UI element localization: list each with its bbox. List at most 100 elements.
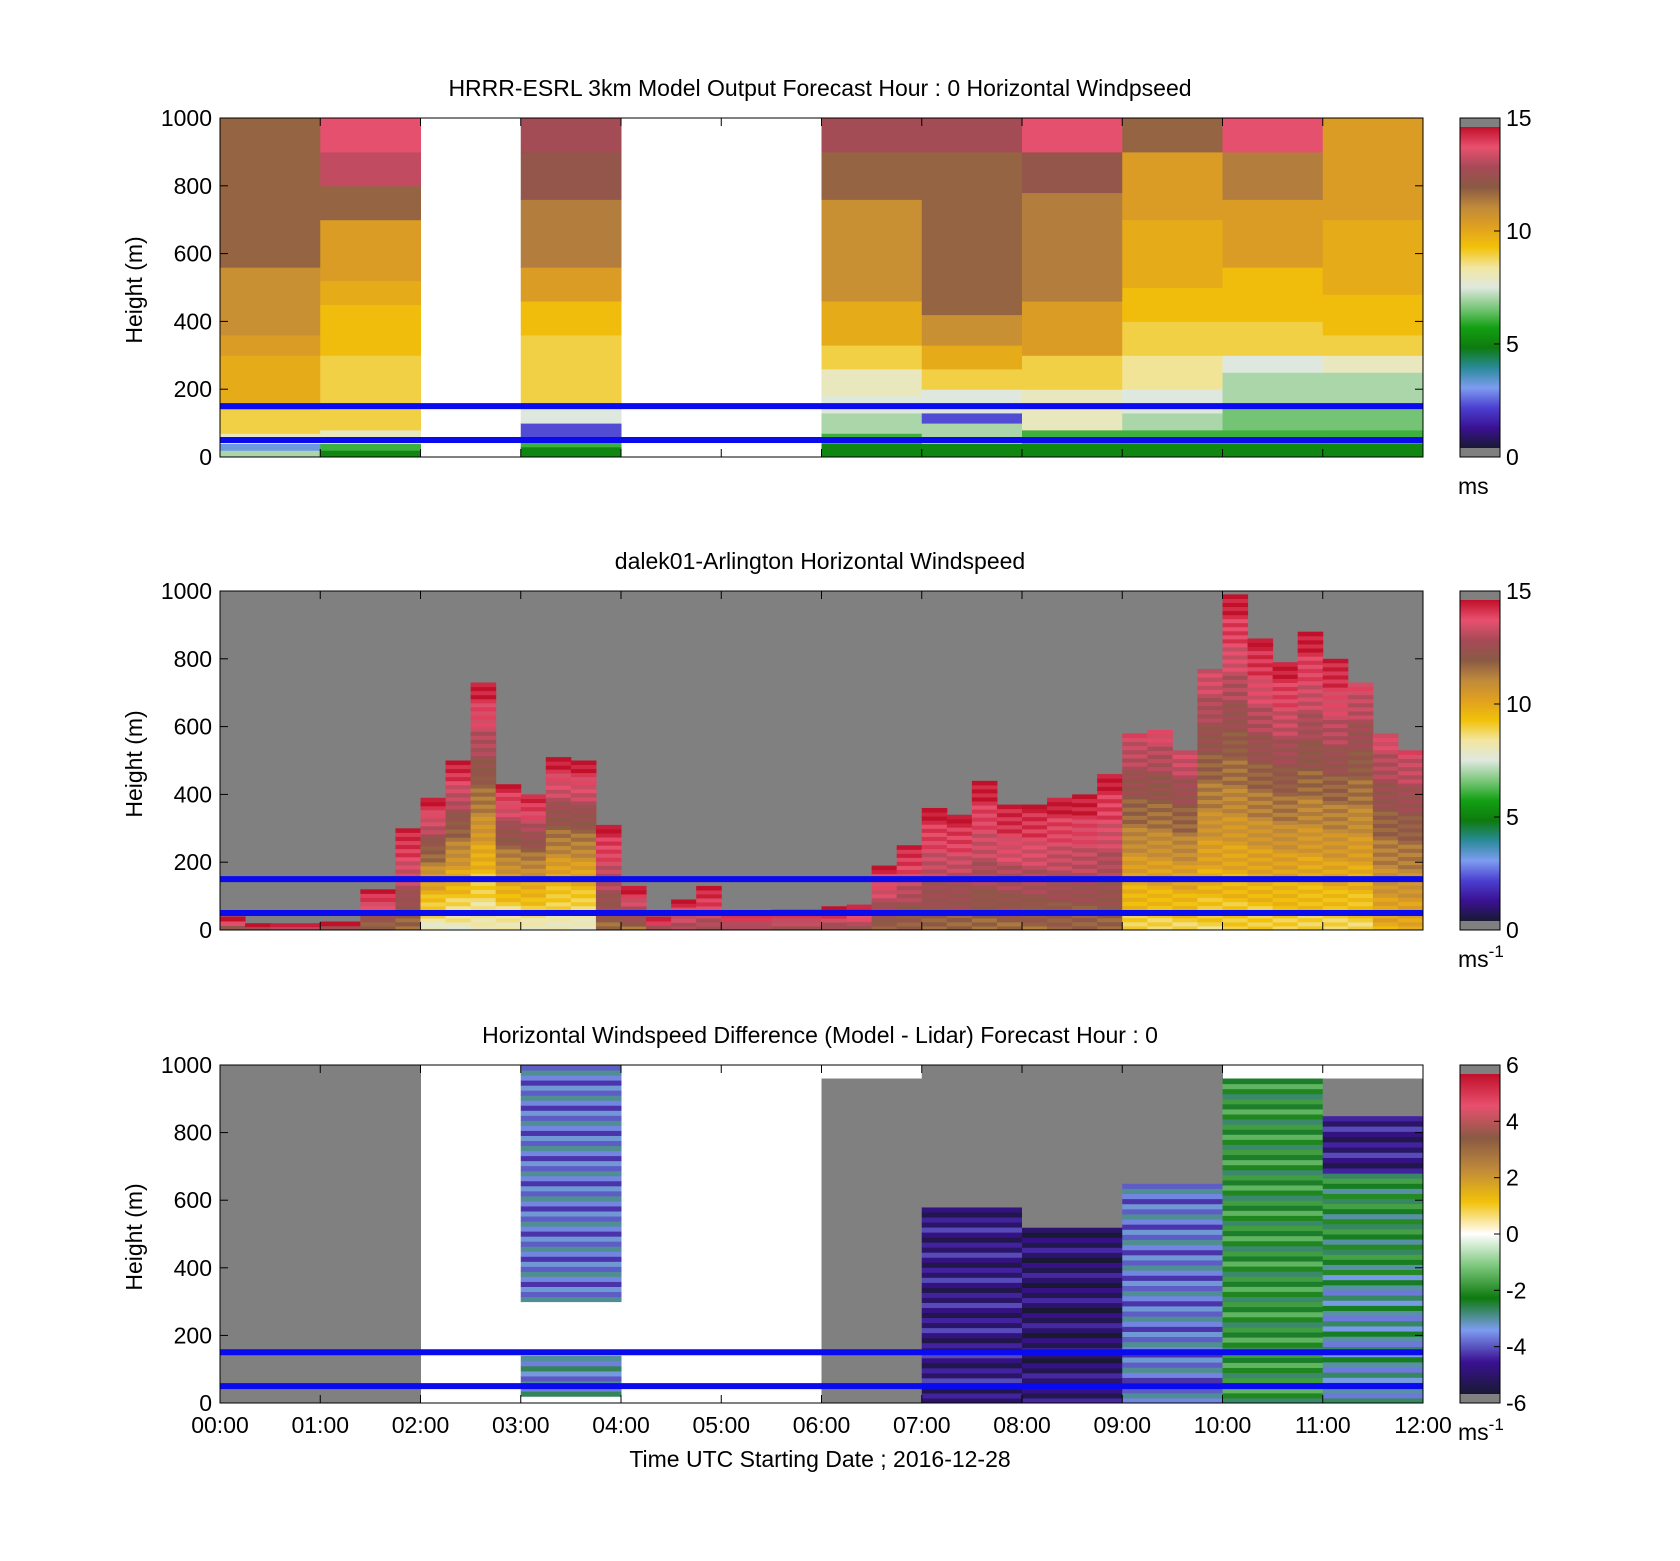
heatmap-cell [1197,709,1223,715]
colorbar-missing-swatch [1460,591,1500,600]
heatmap-cell [1347,690,1374,696]
heatmap-cell [520,1276,622,1282]
heatmap-cell [595,841,622,846]
heatmap-cell [1322,869,1349,874]
heatmap-cell [1297,905,1324,911]
heatmap-cell [1297,901,1324,906]
heatmap-cell [996,873,1023,878]
heatmap-cell [1247,743,1274,749]
heatmap-cell [1322,1136,1424,1143]
heatmap-cell [1147,868,1173,874]
heatmap-cell [545,825,572,830]
heatmap-cell [1297,774,1324,780]
heatmap-cell [1122,1275,1223,1281]
heatmap-cell [1247,836,1274,842]
heatmap-cell [1197,852,1223,858]
heatmap-cell [1122,884,1148,890]
heatmap-cell [420,821,447,827]
heatmap-cell [1272,816,1299,821]
heatmap-cell [996,824,1023,830]
heatmap-cell [921,925,948,931]
heatmap-cell [621,913,647,919]
heatmap-cell [1047,833,1073,839]
heatmap-cell [1197,872,1223,878]
colorbar-missing-swatch [1460,921,1500,930]
heatmap-cell [1347,702,1374,708]
heatmap-cell [1322,1372,1424,1378]
x-tick-label: 01:00 [291,1412,349,1438]
heatmap-cell [470,767,497,773]
heatmap-cell [570,925,597,931]
heatmap-cell [1122,1193,1223,1200]
heatmap-cell [1222,1332,1324,1338]
lidar-windspeed-panel: dalek01-Arlington Horizontal Windspeed H… [121,548,1532,972]
heatmap-cell [1322,294,1424,336]
heatmap-cell [1247,711,1274,716]
heatmap-cell [1147,807,1173,813]
heatmap-cell [445,817,472,822]
heatmap-cell [1197,864,1223,870]
heatmap-cell [495,873,522,878]
heatmap-cell [1197,668,1223,674]
heatmap-cell [470,808,497,813]
heatmap-cell [1297,680,1324,686]
heatmap-cell [1222,1377,1324,1384]
heatmap-cell [470,779,497,785]
heatmap-cell [1122,901,1148,906]
heatmap-cell [1097,802,1123,808]
heatmap-cell [621,885,647,891]
heatmap-cell [1397,889,1424,894]
heatmap-cell [1322,1228,1424,1235]
colorbar-gradient [1460,127,1500,448]
heatmap-cell [1222,594,1249,599]
heatmap-cell [1247,678,1274,684]
heatmap-cell [1322,1193,1424,1200]
heatmap-cell [996,812,1023,818]
heatmap-cell [1122,839,1148,845]
heatmap-cell [1372,872,1399,878]
heatmap-cell [420,869,447,875]
heatmap-cell [1247,687,1274,692]
heatmap-cell [1322,1183,1424,1189]
heatmap-cell [921,1267,1023,1273]
heatmap-cell [1222,865,1249,870]
heatmap-cell [395,836,421,842]
heatmap-cell [996,901,1023,907]
heatmap-cell [1322,1131,1424,1138]
heatmap-cell [470,686,497,692]
heatmap-cell [395,885,421,890]
heatmap-cell [495,812,522,818]
heatmap-cell [896,865,923,870]
heatmap-cell [1147,762,1173,768]
colorbar-missing-swatch [1460,1065,1500,1074]
heatmap-cell [470,840,497,846]
heatmap-cell [1297,762,1324,768]
heatmap-cell [1222,1321,1324,1328]
heatmap-cell [520,1135,622,1142]
heatmap-cell [1222,1184,1324,1191]
heatmap-cell [495,820,522,826]
heatmap-cell [445,772,472,778]
heatmap-cell [1197,868,1223,874]
heatmap-cell [1397,791,1424,796]
heatmap-cell [470,917,497,923]
heatmap-cell [1222,715,1249,721]
heatmap-cell [1247,646,1274,652]
heatmap-cell [1322,1341,1424,1347]
heatmap-cell [1222,849,1249,854]
heatmap-cell [1222,1271,1324,1277]
heatmap-cell [1297,836,1324,841]
heatmap-cell [1097,798,1123,804]
heatmap-cell [896,849,923,854]
heatmap-cell [1297,664,1324,669]
heatmap-cell [946,822,973,828]
heatmap-cell [946,905,973,910]
heatmap-cell [570,841,597,846]
heatmap-cell [495,913,522,919]
heatmap-cell [971,792,998,798]
heatmap-cell [1172,925,1198,931]
heatmap-cell [971,796,998,802]
heatmap-cell [1022,873,1048,878]
heatmap-cell [520,1175,622,1182]
heatmap-cell [1297,840,1324,845]
